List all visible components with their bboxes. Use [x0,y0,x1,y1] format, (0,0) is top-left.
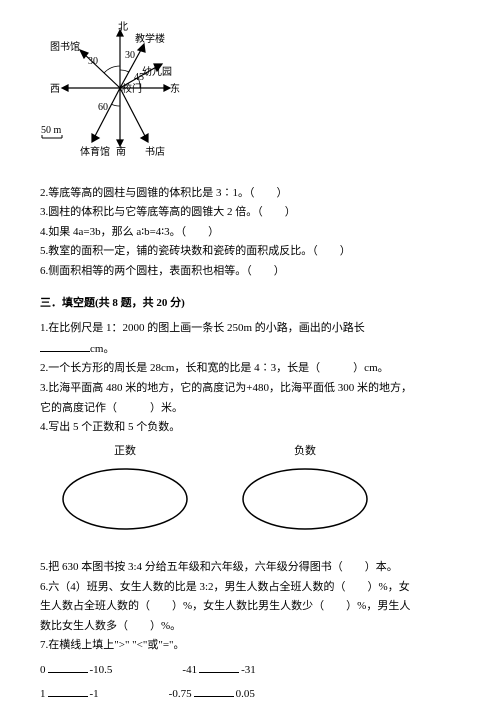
positive-ellipse-item: 正数 [60,443,190,541]
q3-line: 3.圆柱的体积比与它等底等高的圆锥大 2 倍。（ ） [40,204,460,222]
q2-line: 2.等底等高的圆柱与圆锥的体积比是 3∶1。（ ） [40,185,460,203]
q4-line: 4.如果 4a=3b，那么 a∶b=4∶3。（ ） [40,224,460,242]
library-label: 图书馆 [50,40,80,53]
q5-line: 5.教室的面积一定，铺的瓷砖块数和瓷砖的面积成反比。（ ） [40,243,460,261]
s3-q1b-suffix: cm。 [90,343,114,355]
s3-q5: 5.把 630 本图书按 3:4 分给五年级和六年级，六年级分得图书（ ）本。 [40,559,460,577]
s3-q3a: 3.比海平面高 480 米的地方，它的高度记为+480，比海平面低 300 米的… [40,380,460,398]
section-3-heading: 三．填空题(共 8 题，共 20 分) [40,295,460,313]
s3-q1b: cm。 [40,340,460,359]
q6-line: 6.侧面积相等的两个圆柱，表面积也相等。（ ） [40,263,460,281]
compare-row-2: 1 -1 -0.75 0.05 [40,685,460,704]
s3-q2: 2.一个长方形的周长是 28cm，长和宽的比是 4∶3，长是（ ）cm。 [40,360,460,378]
negative-label: 负数 [240,443,370,461]
s3-q6a: 6.六（4）班男、女生人数的比是 3:2，男生人数占全班人数的（ ）%，女 [40,579,460,597]
c3b: -1 [90,686,99,704]
compare-4: -0.75 0.05 [169,685,255,704]
c3a: 1 [40,686,46,704]
compare-3: 1 -1 [40,685,99,704]
compare-2: -41 -31 [182,661,255,680]
s3-q6b: 生人数占全班人数的（ ）%，女生人数比男生人数少（ ）%，男生人 [40,598,460,616]
compare-1: 0 -10.5 [40,661,112,680]
scale-label: 50 m [41,125,62,136]
negative-ellipse-item: 负数 [240,443,370,541]
compass-diagram: 北 教学楼 图书馆 幼儿园 校门 西 东 体育馆 南 书店 30 30 45 6… [40,20,460,177]
s3-q1a: 1.在比例尺是 1：2000 的图上画一条长 250m 的小路，画出的小路长 [40,320,460,338]
blank-1 [48,661,88,673]
blank-cm [40,340,90,352]
bookstore-label: 书店 [145,145,165,158]
east-label: 东 [170,82,180,95]
c4a: -0.75 [169,686,192,704]
compare-row-1: 0 -10.5 -41 -31 [40,661,460,680]
positive-label: 正数 [60,443,190,461]
building-label: 教学楼 [135,32,165,45]
blank-2 [199,661,239,673]
c2a: -41 [182,662,197,680]
ellipse-row: 正数 负数 [60,443,460,541]
s3-q4: 4.写出 5 个正数和 5 个负数。 [40,419,460,437]
s3-q6c: 数比女生人数多（ ）%。 [40,618,460,636]
angle-60: 60 [98,102,108,113]
south-label: 南 [116,145,126,158]
gym-label: 体育馆 [80,145,110,158]
negative-ellipse [240,464,370,534]
s3-q7: 7.在横线上填上">" "<"或"="。 [40,637,460,655]
c1b: -10.5 [90,662,113,680]
c1a: 0 [40,662,46,680]
blank-3 [48,685,88,697]
angle-30-2: 30 [125,50,135,61]
positive-ellipse [60,464,190,534]
s3-q3b: 它的高度记作（ ）米。 [40,400,460,418]
c2b: -31 [241,662,256,680]
c4b: 0.05 [236,686,255,704]
west-label: 西 [50,84,60,95]
blank-4 [194,685,234,697]
